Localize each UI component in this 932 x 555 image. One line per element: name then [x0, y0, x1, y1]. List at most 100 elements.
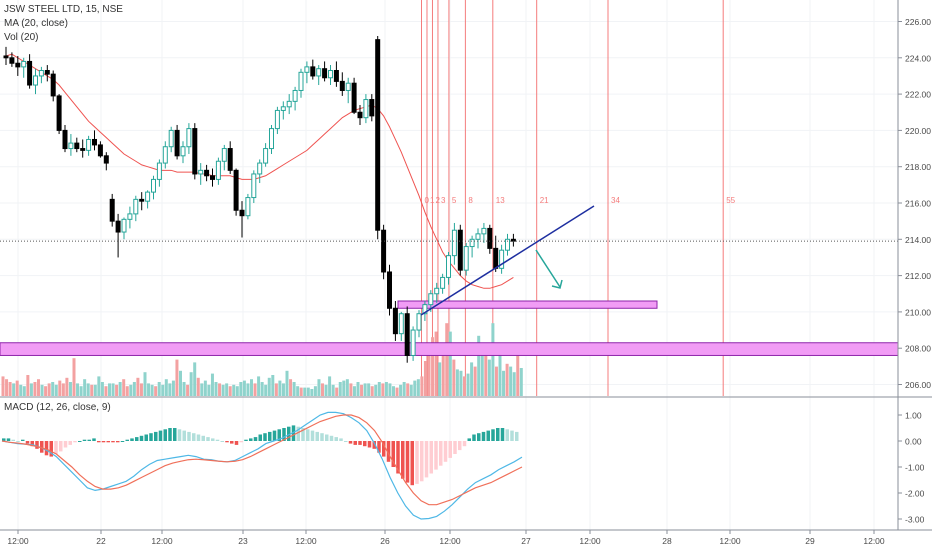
time-axis-label: 29: [805, 536, 815, 546]
macd-hist-bar: [130, 438, 134, 441]
candle-body: [133, 198, 139, 215]
volume-bar: [250, 379, 253, 396]
candle-body: [446, 255, 451, 278]
candle-body: [127, 213, 133, 220]
volume-bar: [416, 379, 420, 396]
volume-bar: [210, 373, 214, 396]
macd-hist-bar: [467, 438, 471, 441]
candle-body: [440, 276, 446, 289]
volume-bar: [122, 379, 126, 396]
candle-body: [416, 313, 422, 331]
macd-hist-bar: [329, 435, 334, 441]
candle-body: [186, 128, 192, 148]
volume-bar: [519, 368, 523, 396]
candle-body: [422, 304, 428, 315]
volume-bar: [345, 379, 349, 396]
volume-bar: [139, 383, 143, 396]
macd-hist-bar: [486, 430, 490, 441]
macd-hist-bar: [306, 429, 310, 441]
volume-bar: [452, 359, 456, 396]
macd-axis-label: -1.00: [905, 463, 925, 473]
volume-bar: [157, 382, 161, 396]
volume-bar: [12, 383, 16, 396]
candle-body: [180, 146, 186, 157]
volume-bar: [118, 382, 122, 396]
volume-bar: [207, 384, 211, 396]
macd-hist-bar: [396, 441, 400, 474]
macd-hist-bar: [168, 428, 172, 441]
macd-hist-bar: [296, 426, 300, 441]
volume-bar: [150, 384, 154, 396]
volume-bar: [402, 382, 406, 396]
macd-hist-bar: [187, 431, 191, 441]
volume-bar: [47, 383, 51, 396]
macd-hist-bar: [163, 429, 167, 441]
volume-bar: [321, 383, 324, 396]
macd-hist-bar: [106, 441, 110, 443]
volume-bar: [125, 386, 129, 396]
support-zone: [0, 342, 899, 356]
macd-hist-bar: [510, 430, 514, 441]
macd-hist-bar: [177, 429, 182, 441]
time-axis-label: 27: [521, 536, 531, 546]
volume-bar: [338, 382, 342, 396]
candle-body: [192, 128, 198, 175]
time-axis-label: 23: [238, 536, 248, 546]
volume-bar: [296, 386, 300, 396]
volume-bar: [384, 382, 388, 396]
volume-bar: [79, 386, 83, 396]
candle-body: [109, 198, 115, 222]
price-axis-label: 214.00: [905, 235, 931, 245]
price-axis-label: 218.00: [905, 162, 931, 172]
volume-bar: [260, 382, 264, 396]
volume-bar: [93, 384, 97, 396]
volume-bar: [349, 383, 353, 396]
volume-bar: [494, 366, 498, 396]
candle-body: [233, 169, 239, 211]
macd-hist-bar: [348, 441, 353, 444]
time-axis-label: 28: [662, 536, 672, 546]
candle-body: [210, 175, 215, 180]
volume-bar: [65, 377, 69, 396]
volume-bar: [441, 351, 445, 396]
macd-hist-bar: [87, 439, 91, 441]
macd-hist-bar: [220, 441, 224, 442]
macd-hist-bar: [386, 441, 391, 462]
macd-hist-bar: [139, 435, 144, 441]
macd-hist-bar: [44, 441, 49, 456]
volume-bar: [274, 383, 278, 396]
volume-bar: [179, 370, 182, 396]
volume-bar: [19, 384, 23, 396]
volume-bar: [83, 379, 87, 396]
volume-bar: [143, 372, 147, 396]
volume-bar: [225, 383, 229, 396]
volume-bar: [228, 386, 232, 396]
volume-bar: [253, 383, 257, 396]
volume-bar: [363, 383, 367, 396]
volume-bar: [313, 386, 317, 396]
volume-bar: [459, 370, 463, 396]
candle-body: [392, 307, 398, 335]
macd-hist-bar: [211, 438, 215, 441]
macd-hist-bar: [196, 434, 201, 441]
volume-bar: [29, 383, 33, 396]
candle-body: [487, 227, 493, 249]
candle-body: [481, 227, 487, 235]
price-axis-label: 208.00: [905, 344, 931, 354]
projection-arrow: [535, 249, 561, 288]
candle-body: [381, 229, 387, 273]
candle-body: [457, 229, 463, 271]
macd-hist-bar: [391, 441, 395, 467]
macd-hist-bar: [415, 441, 419, 484]
macd-axis-label: -2.00: [905, 489, 925, 499]
signal-line: [1, 414, 523, 506]
candle-body: [115, 220, 121, 233]
candle-body: [239, 209, 245, 217]
time-axis-label: 12:00: [295, 536, 317, 546]
candle-body: [345, 82, 351, 91]
macd-hist-bar: [367, 441, 372, 448]
macd-hist-bar: [500, 428, 505, 441]
volume-bar: [44, 386, 48, 396]
